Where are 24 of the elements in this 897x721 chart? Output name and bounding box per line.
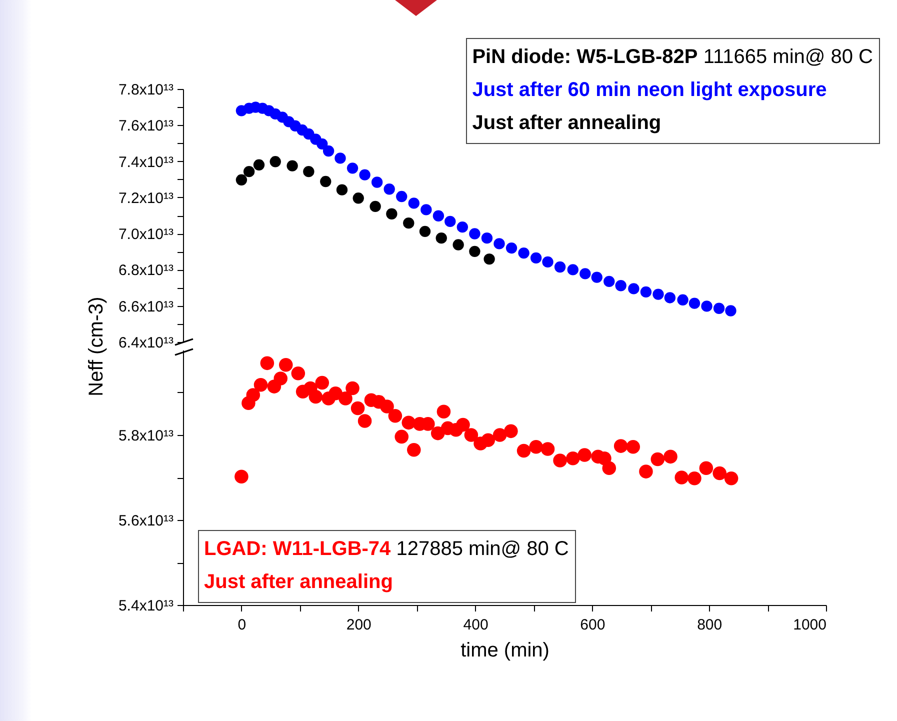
x-tick-label: 1000 xyxy=(793,616,826,634)
y-axis-title: Neff (cm-3) xyxy=(85,296,108,396)
text: Just after annealing xyxy=(472,111,662,136)
text: Just after 60 min neon light exposure xyxy=(472,78,828,103)
y-tick-label: 5.8x10¹³ xyxy=(118,428,174,444)
text: Just after annealing xyxy=(204,570,394,595)
x-tick-label: 800 xyxy=(697,616,722,634)
y-tick-label: 7.0x10¹³ xyxy=(118,226,174,244)
y-tick-label: 7.6x10¹³ xyxy=(118,118,174,135)
x-tick-label: 400 xyxy=(463,616,488,634)
legend-title: PiN diode: W5-LGB-82P 111665 min@ 80 C xyxy=(472,46,873,68)
y-tick-label: 7.8x10¹³ xyxy=(118,82,174,98)
y-tick-label: 6.8x10¹³ xyxy=(118,262,174,280)
y-tick-label: 6.4x10¹³ xyxy=(118,334,174,352)
y-tick-label: 7.4x10¹³ xyxy=(118,154,174,171)
legend-title: LGAD: W11-LGB-74 127885 min@ 80 C xyxy=(204,538,569,560)
x-tick-label: 600 xyxy=(580,616,606,634)
y-tick-label: 7.2x10¹³ xyxy=(118,190,174,207)
x-tick-label: 200 xyxy=(346,616,372,634)
y-tick-label: 6.6x10¹³ xyxy=(118,298,174,316)
y-tick-label: 5.6x10¹³ xyxy=(118,512,174,530)
x-axis-title: time (min) xyxy=(460,640,550,662)
y-tick-label: 5.4x10¹³ xyxy=(118,598,174,614)
x-tick-label: 0 xyxy=(238,616,246,634)
